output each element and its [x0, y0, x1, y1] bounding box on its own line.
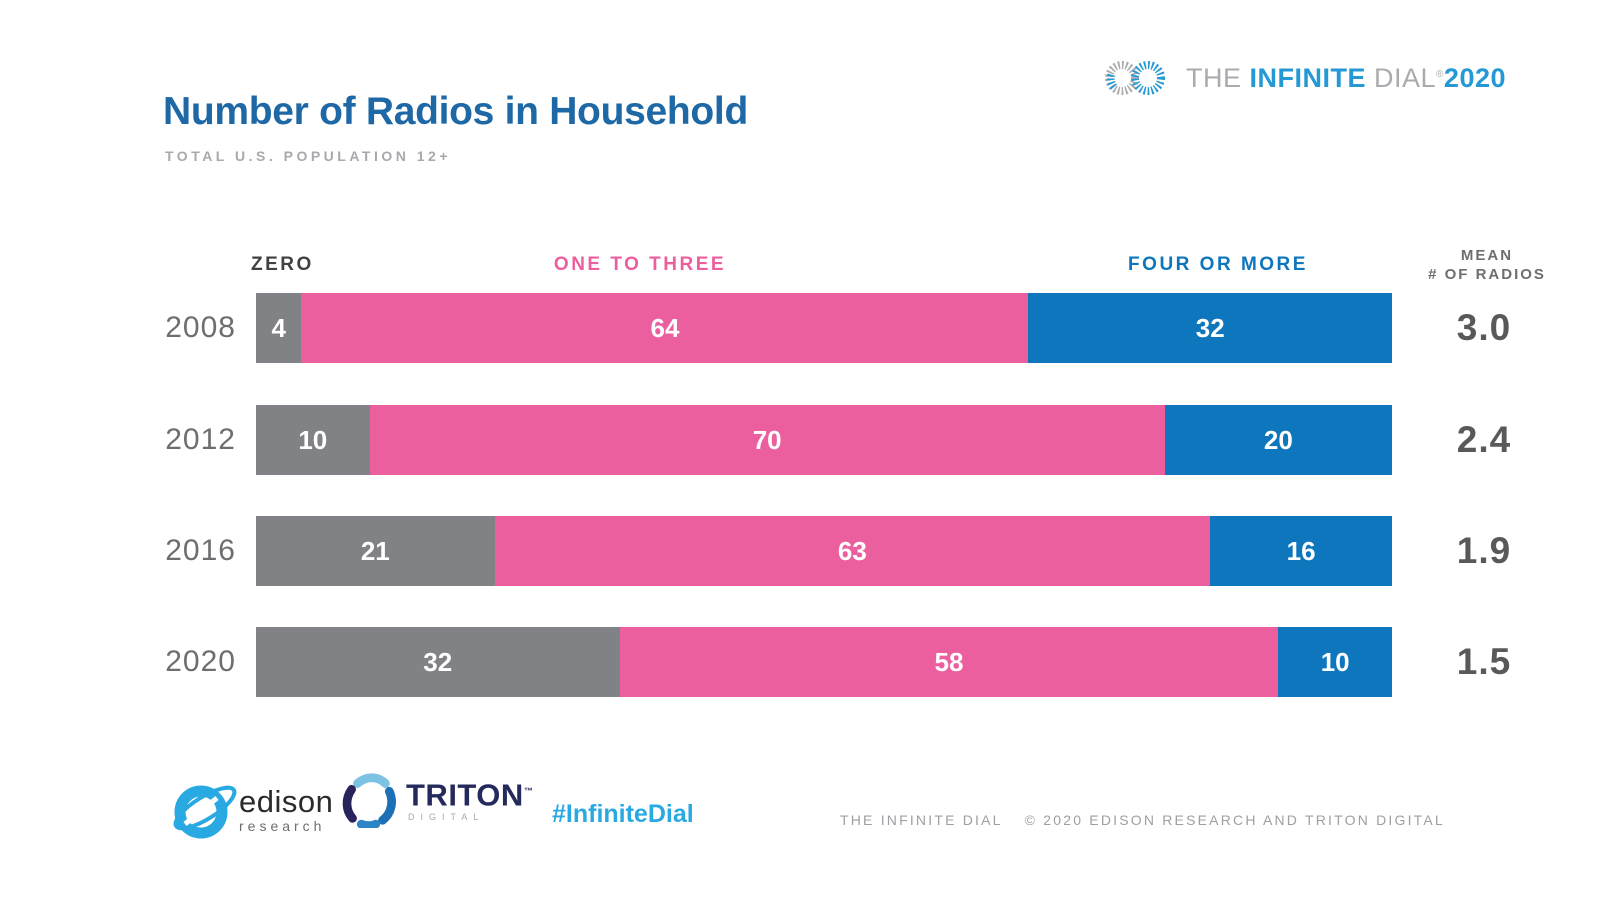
legend-four-or-more: FOUR OR MORE	[1128, 254, 1308, 275]
mean-value: 1.5	[1456, 641, 1512, 682]
bar-segment-four-or-more: 10	[1278, 627, 1392, 697]
triton-wordmark: TRITON™ DIGITAL	[406, 776, 534, 822]
copyright-line: THE INFINITE DIAL © 2020 EDISON RESEARCH …	[840, 812, 1445, 828]
legend-one-to-three: ONE TO THREE	[553, 254, 727, 275]
segment-value: 10	[298, 424, 328, 455]
year-label: 2016	[165, 534, 236, 567]
segment-value: 20	[1263, 424, 1293, 455]
mean-header-line1: MEAN	[1460, 247, 1514, 264]
segment-value: 63	[837, 535, 867, 566]
edison-icon	[173, 785, 237, 839]
edison-sub: research	[239, 817, 326, 834]
brand-year: 2020	[1443, 62, 1506, 93]
triton-icon	[342, 773, 396, 828]
infinite-dial-logo: THE INFINITE DIAL®2020	[1102, 57, 1506, 99]
brand-wordmark: THE INFINITE DIAL®2020	[1186, 63, 1506, 94]
bar-row: 32 58 10	[256, 627, 1392, 697]
segment-value: 16	[1286, 535, 1316, 566]
trademark-icon: ™	[523, 786, 534, 797]
edison-wordmark: edison research	[239, 783, 334, 834]
edison-research-logo: edison research	[163, 768, 333, 852]
bar-segment-zero: 10	[256, 405, 370, 475]
bar-segment-four-or-more: 16	[1210, 516, 1392, 586]
segment-value: 70	[752, 424, 782, 455]
mean-value: 1.9	[1456, 530, 1512, 571]
bar-segment-four-or-more: 32	[1028, 293, 1392, 363]
page-title: Number of Radios in Household	[163, 90, 748, 133]
copyright-left: THE INFINITE DIAL	[840, 812, 1003, 828]
bar-segment-four-or-more: 20	[1164, 405, 1392, 475]
year-label: 2020	[165, 645, 236, 678]
copyright-right: © 2020 EDISON RESEARCH AND TRITON DIGITA…	[1024, 812, 1445, 828]
segment-value: 32	[1195, 312, 1225, 343]
bar-segment-one-to-three: 70	[369, 405, 1165, 475]
mean-value: 2.4	[1456, 419, 1512, 460]
mean-column-header: MEAN # OF RADIOS	[1397, 246, 1577, 284]
segment-value: 21	[360, 535, 390, 566]
legend-zero: ZERO	[251, 254, 314, 275]
brand-dial: DIAL	[1366, 62, 1437, 93]
bar-segment-zero: 32	[256, 627, 620, 697]
mean-header-line2: # OF RADIOS	[1428, 266, 1546, 283]
segment-value: 10	[1320, 646, 1350, 677]
segment-value: 58	[934, 646, 964, 677]
mean-value: 3.0	[1456, 307, 1512, 348]
bar-row: 4 64 32	[256, 293, 1392, 363]
brand-infinite: INFINITE	[1249, 62, 1367, 93]
brand-the: THE	[1186, 62, 1250, 93]
hashtag-infinitedial: #InfiniteDial	[552, 800, 694, 828]
bar-segment-one-to-three: 63	[494, 516, 1211, 586]
bar-segment-one-to-three: 58	[619, 627, 1279, 697]
bar-row: 21 63 16	[256, 516, 1392, 586]
edison-name: edison	[239, 783, 334, 819]
bar-segment-zero: 4	[256, 293, 302, 363]
bar-row: 10 70 20	[256, 405, 1392, 475]
registered-mark-icon: ®	[1436, 68, 1444, 80]
triton-sub: DIGITAL	[408, 811, 485, 822]
segment-value: 4	[271, 312, 286, 343]
triton-digital-logo: TRITON™ DIGITAL	[340, 770, 533, 828]
triton-name: TRITON™	[406, 777, 534, 813]
page-subtitle: TOTAL U.S. POPULATION 12+	[165, 148, 451, 164]
year-label: 2008	[165, 311, 236, 344]
infinity-icon	[1105, 61, 1165, 95]
segment-value: 64	[650, 312, 680, 343]
year-label: 2012	[165, 423, 236, 456]
segment-value: 32	[423, 646, 453, 677]
bar-segment-one-to-three: 64	[301, 293, 1029, 363]
bar-segment-zero: 21	[256, 516, 495, 586]
